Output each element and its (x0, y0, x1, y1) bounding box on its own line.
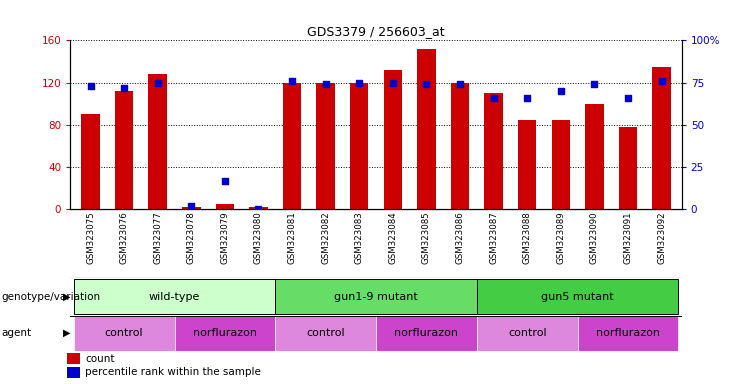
Bar (417, 49, 436, 209)
Point (119, 84, 130, 91)
Point (253, 206, 265, 212)
Point (656, 78, 668, 84)
Bar (67, 353, 80, 364)
Bar (276, 316, 376, 351)
Bar (376, 316, 476, 351)
Point (622, 95, 634, 101)
Point (454, 81, 466, 87)
Point (152, 79, 164, 86)
Bar (384, 70, 402, 209)
Text: norflurazon: norflurazon (596, 328, 660, 338)
Text: count: count (85, 354, 115, 364)
Bar (476, 279, 678, 314)
Bar (74, 316, 175, 351)
Bar (276, 279, 476, 314)
Text: norflurazon: norflurazon (394, 328, 459, 338)
Text: GSM323076: GSM323076 (119, 211, 129, 264)
Text: genotype/variation: genotype/variation (1, 291, 101, 302)
Text: GSM323081: GSM323081 (288, 211, 296, 264)
Text: gun5 mutant: gun5 mutant (541, 291, 614, 302)
Bar (316, 83, 335, 209)
Bar (148, 74, 167, 209)
Title: GDS3379 / 256603_at: GDS3379 / 256603_at (308, 25, 445, 38)
Text: GSM323086: GSM323086 (456, 211, 465, 264)
Point (588, 81, 600, 87)
Text: GSM323080: GSM323080 (254, 211, 263, 264)
Point (286, 78, 298, 84)
Bar (350, 83, 368, 209)
Point (353, 79, 365, 86)
Bar (115, 91, 133, 209)
Bar (82, 114, 100, 209)
Text: GSM323087: GSM323087 (489, 211, 498, 264)
Bar (652, 67, 671, 209)
Point (219, 177, 231, 184)
Text: control: control (508, 328, 547, 338)
Text: GSM323088: GSM323088 (522, 211, 532, 264)
Text: GSM323077: GSM323077 (153, 211, 162, 264)
Text: GSM323092: GSM323092 (657, 211, 666, 264)
Bar (216, 204, 234, 209)
Point (488, 95, 499, 101)
Point (387, 79, 399, 86)
Bar (585, 104, 604, 209)
Bar (451, 83, 469, 209)
Bar (249, 207, 268, 209)
Bar (74, 279, 276, 314)
Bar (518, 119, 536, 209)
Text: GSM323078: GSM323078 (187, 211, 196, 264)
Point (420, 81, 432, 87)
Point (84, 83, 96, 89)
Bar (619, 127, 637, 209)
Text: GSM323089: GSM323089 (556, 211, 565, 264)
Bar (551, 119, 570, 209)
Bar (175, 316, 276, 351)
Text: GSM323082: GSM323082 (321, 211, 330, 264)
Bar (67, 367, 80, 378)
Text: GSM323091: GSM323091 (623, 211, 633, 264)
Text: control: control (104, 328, 144, 338)
Point (185, 203, 197, 209)
Text: gun1-9 mutant: gun1-9 mutant (334, 291, 418, 302)
Bar (283, 83, 302, 209)
Bar (485, 93, 503, 209)
Point (555, 88, 567, 94)
Text: ▶: ▶ (63, 328, 70, 338)
Bar (476, 316, 577, 351)
Bar (577, 316, 678, 351)
Text: norflurazon: norflurazon (193, 328, 257, 338)
Text: ▶: ▶ (63, 291, 70, 302)
Text: wild-type: wild-type (149, 291, 200, 302)
Text: agent: agent (1, 328, 32, 338)
Text: percentile rank within the sample: percentile rank within the sample (85, 367, 261, 377)
Point (521, 95, 533, 101)
Text: GSM323079: GSM323079 (220, 211, 230, 264)
Text: GSM323084: GSM323084 (388, 211, 397, 264)
Text: GSM323075: GSM323075 (86, 211, 95, 264)
Text: GSM323085: GSM323085 (422, 211, 431, 264)
Bar (182, 207, 201, 209)
Point (320, 81, 332, 87)
Text: GSM323090: GSM323090 (590, 211, 599, 264)
Text: control: control (306, 328, 345, 338)
Text: GSM323083: GSM323083 (355, 211, 364, 264)
